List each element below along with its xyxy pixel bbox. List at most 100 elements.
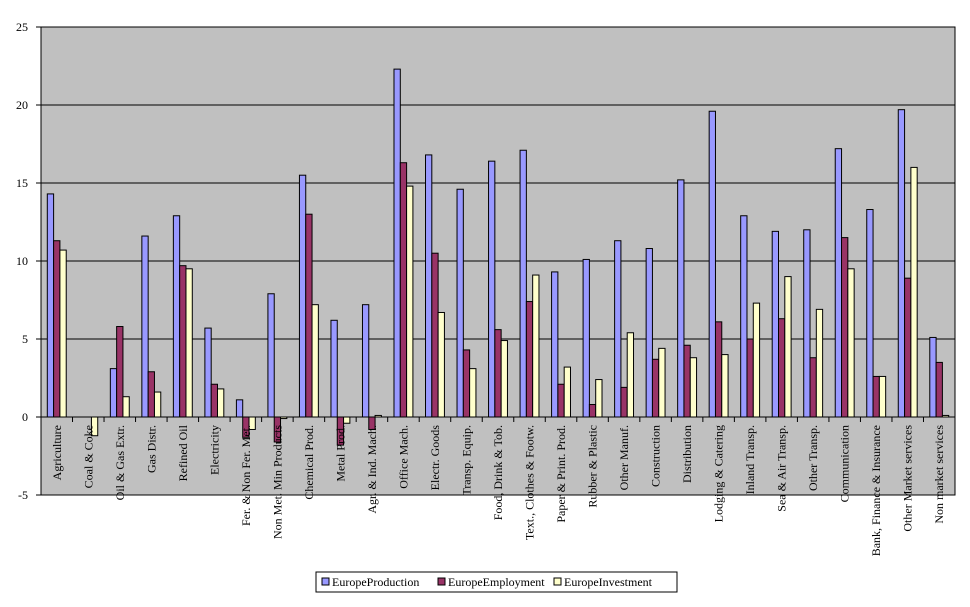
- bar-europeproduction: [771, 230, 780, 418]
- bar-europeemployment: [746, 338, 754, 418]
- bar-europeproduction: [141, 235, 149, 418]
- category-group: [771, 230, 792, 418]
- bar-europeinvestment: [658, 347, 666, 418]
- bar-europeinvestment: [878, 375, 887, 418]
- category-group: [519, 149, 540, 418]
- bar-europeinvestment: [910, 166, 918, 418]
- bar-europeproduction: [235, 399, 244, 418]
- category-group: [866, 209, 887, 418]
- x-tick-label: Distribution: [680, 425, 694, 483]
- bar-europeinvestment: [721, 354, 729, 418]
- category-group: [172, 215, 193, 418]
- x-tick-label: Electr. Goods: [428, 425, 442, 491]
- y-tick-label: 20: [16, 98, 28, 112]
- bar-europeemployment: [210, 383, 218, 418]
- bar-europeinvestment: [500, 340, 508, 418]
- bar-europeemployment: [147, 371, 155, 418]
- bar-europeproduction: [204, 327, 212, 418]
- bar-europeemployment: [557, 383, 565, 418]
- y-tick-label: 10: [16, 254, 28, 268]
- category-group: [456, 188, 477, 418]
- bar-europeemployment: [588, 404, 597, 418]
- y-tick-label: 15: [16, 176, 28, 190]
- x-tick-label: Non market services: [932, 425, 946, 524]
- category-group: [361, 304, 382, 430]
- category-group: [614, 240, 635, 418]
- bar-europeproduction: [645, 248, 653, 418]
- x-tick-label: Rubber & Plastic: [586, 425, 600, 508]
- bar-europeinvestment: [248, 416, 256, 430]
- bar-europeemployment: [53, 240, 61, 418]
- x-tick-label: Sea & Air Transp.: [775, 425, 789, 512]
- x-tick-label: Construction: [649, 425, 663, 487]
- legend-label: EuropeInvestment: [564, 575, 653, 589]
- category-group: [677, 179, 698, 418]
- x-tick-label: Transp. Equip.: [459, 425, 473, 496]
- category-group: [235, 399, 256, 438]
- category-group: [204, 327, 225, 418]
- bar-europeproduction: [267, 293, 275, 418]
- x-tick-label: Electricity: [207, 425, 221, 475]
- category-group: [708, 110, 729, 418]
- category-group: [582, 258, 603, 418]
- bar-europeinvestment: [752, 302, 761, 418]
- y-tick-label: 25: [16, 20, 28, 34]
- bar-europeproduction: [803, 229, 811, 418]
- bar-europeemployment: [620, 386, 628, 418]
- category-group: [393, 68, 414, 418]
- bar-europeemployment: [841, 237, 849, 418]
- category-group: [267, 293, 288, 443]
- y-tick-label: 0: [22, 410, 28, 424]
- legend-swatch: [437, 577, 446, 586]
- bar-europeproduction: [330, 319, 338, 418]
- category-group: [488, 160, 508, 418]
- bar-europeproduction: [740, 215, 748, 418]
- category-group: [109, 326, 130, 418]
- bar-europeemployment: [179, 265, 187, 418]
- bar-europeproduction: [456, 188, 464, 418]
- bar-europeinvestment: [595, 379, 603, 418]
- bar-europeproduction: [393, 68, 401, 418]
- x-tick-label: Office Mach.: [396, 425, 410, 489]
- category-group: [897, 109, 918, 418]
- bar-europeemployment: [494, 329, 502, 418]
- bar-europeinvestment: [122, 396, 130, 418]
- x-tick-label: Other Market services: [901, 425, 915, 532]
- bar-europeproduction: [425, 154, 433, 418]
- category-group: [740, 215, 761, 418]
- legend-swatch: [321, 577, 330, 586]
- category-group: [90, 416, 99, 437]
- bar-europeproduction: [298, 174, 307, 418]
- x-tick-label: Refined Oil: [176, 424, 190, 481]
- bar-europeemployment: [778, 318, 786, 418]
- x-tick-label: Metal Prod.: [333, 425, 347, 482]
- bar-europeinvestment: [532, 274, 540, 418]
- x-tick-label: Communication: [838, 425, 852, 502]
- category-group: [46, 193, 67, 418]
- bar-europeinvestment: [185, 268, 193, 418]
- bar-europeinvestment: [847, 268, 855, 418]
- bar-europeinvestment: [815, 308, 824, 418]
- bar-europeemployment: [809, 357, 817, 418]
- category-group: [330, 319, 351, 446]
- bar-europeproduction: [677, 179, 685, 418]
- bar-europeemployment: [714, 321, 723, 418]
- bar-europeemployment: [525, 301, 534, 418]
- bar-europeinvestment: [784, 276, 792, 418]
- x-tick-label: Agr. & Ind. Mach.: [365, 425, 379, 514]
- x-tick-label: Oil & Gas Extr.: [113, 425, 127, 500]
- category-group: [141, 235, 162, 418]
- bar-europeproduction: [897, 109, 906, 418]
- x-tick-label: Other Transp.: [806, 425, 820, 491]
- category-group: [645, 248, 666, 418]
- bar-europeemployment: [462, 349, 471, 418]
- bar-europeemployment: [116, 326, 124, 418]
- bar-europeproduction: [488, 160, 496, 418]
- bar-europeinvestment: [311, 304, 319, 418]
- bar-europeproduction: [361, 304, 370, 418]
- category-group: [425, 154, 445, 418]
- bar-europeemployment: [305, 213, 313, 418]
- x-tick-label: Agriculture: [50, 425, 64, 480]
